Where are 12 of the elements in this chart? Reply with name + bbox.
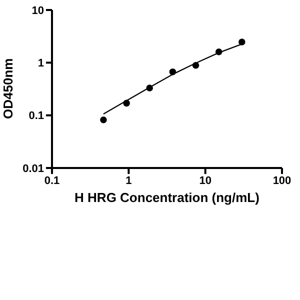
x-tick-label: 10 (199, 174, 212, 187)
x-tick-label: 0.1 (44, 174, 60, 187)
point (238, 38, 246, 46)
y-axis-title: OD450nm (0, 58, 16, 119)
y-tick-label: 0.01 (22, 162, 44, 175)
x-tick-label: 1 (126, 174, 132, 187)
point (100, 116, 107, 124)
y-tick-label: 10 (32, 4, 44, 17)
y-tick-label: 1 (38, 58, 44, 70)
x-axis-title: H HRG Concentration (ng/mL) (74, 190, 260, 205)
x-tick-label: 100 (272, 174, 292, 187)
y-tick-label: 0.1 (28, 110, 44, 122)
